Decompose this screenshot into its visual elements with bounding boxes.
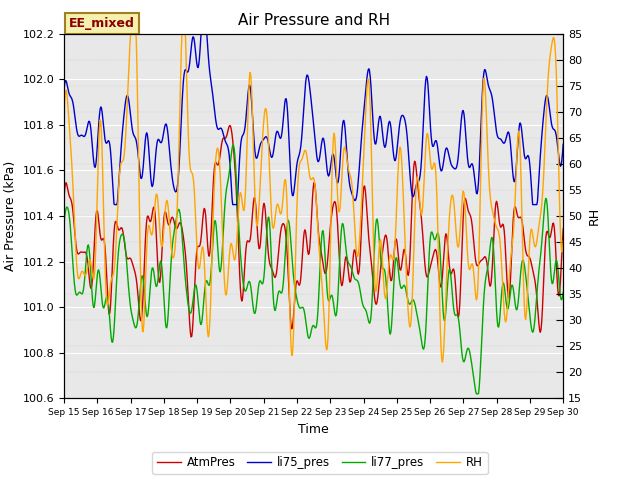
RH <box>69 185 77 191</box>
AtmPres <box>198 224 206 229</box>
AtmPres <box>60 196 68 202</box>
Title: Air Pressure and RH: Air Pressure and RH <box>237 13 390 28</box>
AtmPres <box>226 122 234 128</box>
AtmPres <box>69 209 77 215</box>
li75_pres <box>198 26 205 32</box>
li75_pres <box>199 26 207 32</box>
li75_pres <box>121 102 129 108</box>
RH <box>127 31 134 36</box>
li77_pres <box>389 295 397 300</box>
Line: li77_pres: li77_pres <box>64 145 563 394</box>
li77_pres <box>559 289 567 295</box>
li75_pres <box>69 100 77 106</box>
li77_pres <box>230 143 237 148</box>
Y-axis label: RH: RH <box>588 207 601 225</box>
li75_pres <box>390 154 397 159</box>
Legend: AtmPres, li75_pres, li77_pres, RH: AtmPres, li75_pres, li77_pres, RH <box>152 452 488 474</box>
li77_pres <box>172 223 179 229</box>
li75_pres <box>60 87 68 93</box>
li75_pres <box>111 202 118 207</box>
RH <box>438 359 446 365</box>
li77_pres <box>69 263 77 269</box>
li75_pres <box>172 189 180 195</box>
AtmPres <box>559 226 567 232</box>
AtmPres <box>188 334 195 340</box>
Line: li75_pres: li75_pres <box>64 29 563 204</box>
li77_pres <box>60 222 68 228</box>
li77_pres <box>120 238 128 243</box>
li75_pres <box>559 142 567 147</box>
Line: RH: RH <box>64 34 563 362</box>
AtmPres <box>120 240 128 245</box>
RH <box>559 238 567 244</box>
X-axis label: Time: Time <box>298 423 329 436</box>
AtmPres <box>172 223 179 228</box>
AtmPres <box>390 255 397 261</box>
li75_pres <box>376 115 383 121</box>
AtmPres <box>376 280 383 286</box>
RH <box>389 257 397 263</box>
RH <box>198 244 206 250</box>
li77_pres <box>472 391 480 397</box>
RH <box>172 235 180 241</box>
RH <box>120 150 128 156</box>
RH <box>374 255 382 261</box>
li77_pres <box>198 321 205 326</box>
Line: AtmPres: AtmPres <box>64 125 563 337</box>
Y-axis label: Air Pressure (kPa): Air Pressure (kPa) <box>4 161 17 271</box>
RH <box>60 114 68 120</box>
li77_pres <box>374 228 382 233</box>
Text: EE_mixed: EE_mixed <box>69 17 135 30</box>
